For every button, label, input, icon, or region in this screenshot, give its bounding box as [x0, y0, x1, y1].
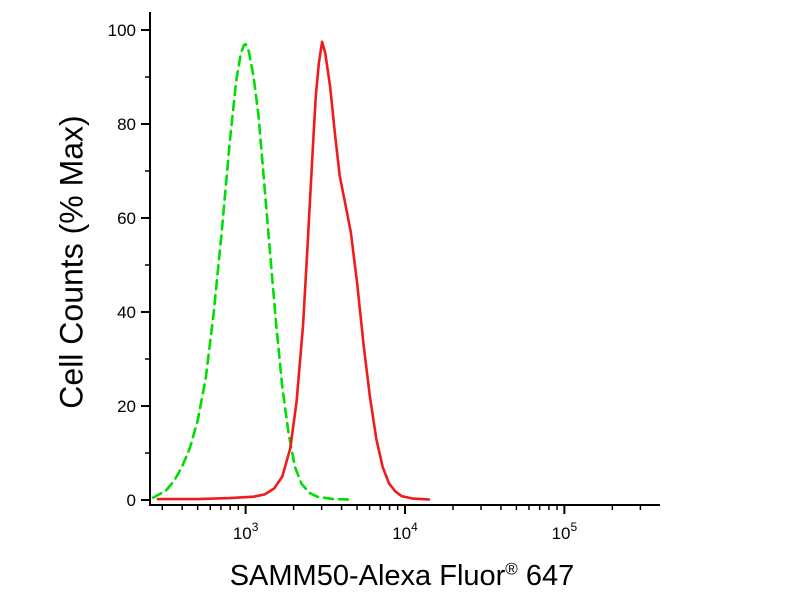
x-axis-title: SAMM50-Alexa Fluor® 647 [230, 560, 575, 593]
y-tick-label: 80 [117, 115, 136, 134]
y-tick-label: 0 [127, 491, 136, 510]
y-axis-title: Cell Counts (% Max) [53, 115, 90, 409]
x-tick-exponent: 3 [252, 520, 259, 534]
y-tick-label: 100 [108, 21, 136, 40]
x-axis-title-main: SAMM50-Alexa Fluor [229, 560, 506, 592]
x-tick-exponent: 4 [411, 520, 418, 534]
x-tick-exponent: 5 [570, 520, 577, 534]
x-axis-title-suffix: 647 [517, 560, 575, 592]
x-tick-label: 105 [552, 520, 578, 543]
y-tick-label: 60 [117, 209, 136, 228]
x-tick-label: 104 [392, 520, 418, 543]
registered-trademark-symbol: ® [505, 559, 518, 579]
x-tick-label: 103 [233, 520, 259, 543]
series-control-dashed-green [151, 42, 351, 501]
y-tick-label: 20 [117, 397, 136, 416]
series-samm50-solid-red [156, 40, 431, 501]
y-tick-label: 40 [117, 303, 136, 322]
